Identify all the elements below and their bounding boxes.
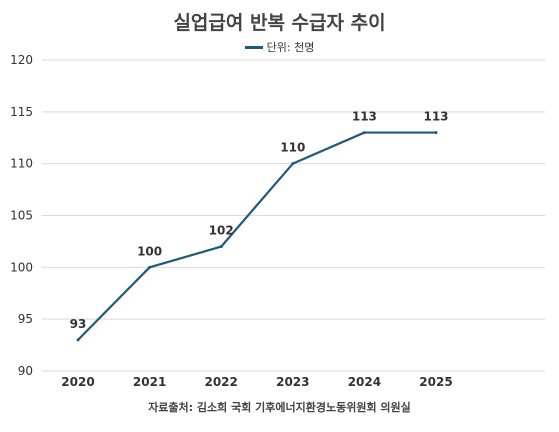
legend: 단위: 천명 xyxy=(0,39,559,55)
y-tick-label: 90 xyxy=(18,364,33,378)
data-point xyxy=(362,131,366,135)
x-tick-label: 2023 xyxy=(276,375,309,389)
data-point xyxy=(291,162,295,166)
x-tick-label: 2021 xyxy=(133,375,166,389)
data-label: 113 xyxy=(423,110,448,124)
chart-title: 실업급여 반복 수급자 추이 xyxy=(173,12,386,34)
data-point xyxy=(219,245,223,249)
y-tick-label: 105 xyxy=(10,209,33,223)
source-note: 자료출처: 김소희 국회 기후에너지환경노동위원회 의원실 xyxy=(148,401,411,414)
legend-label: 단위: 천명 xyxy=(266,41,315,54)
y-tick-label: 95 xyxy=(18,312,33,326)
x-tick-label: 2020 xyxy=(61,375,94,389)
data-label: 93 xyxy=(70,317,87,331)
data-label: 113 xyxy=(352,110,377,124)
x-tick-label: 2025 xyxy=(419,375,452,389)
y-tick-label: 115 xyxy=(10,105,33,119)
data-point xyxy=(434,131,438,135)
x-tick-label: 2022 xyxy=(204,375,237,389)
data-label: 100 xyxy=(137,244,162,258)
legend-swatch xyxy=(244,45,263,49)
x-tick-label: 2024 xyxy=(348,375,381,389)
y-tick-label: 110 xyxy=(10,157,33,171)
data-label: 102 xyxy=(209,224,234,238)
series-line xyxy=(77,131,436,341)
data-point xyxy=(76,338,80,342)
y-tick-label: 120 xyxy=(10,53,33,67)
y-tick-label: 100 xyxy=(10,260,33,274)
data-point xyxy=(148,265,152,269)
data-label: 110 xyxy=(280,141,305,155)
